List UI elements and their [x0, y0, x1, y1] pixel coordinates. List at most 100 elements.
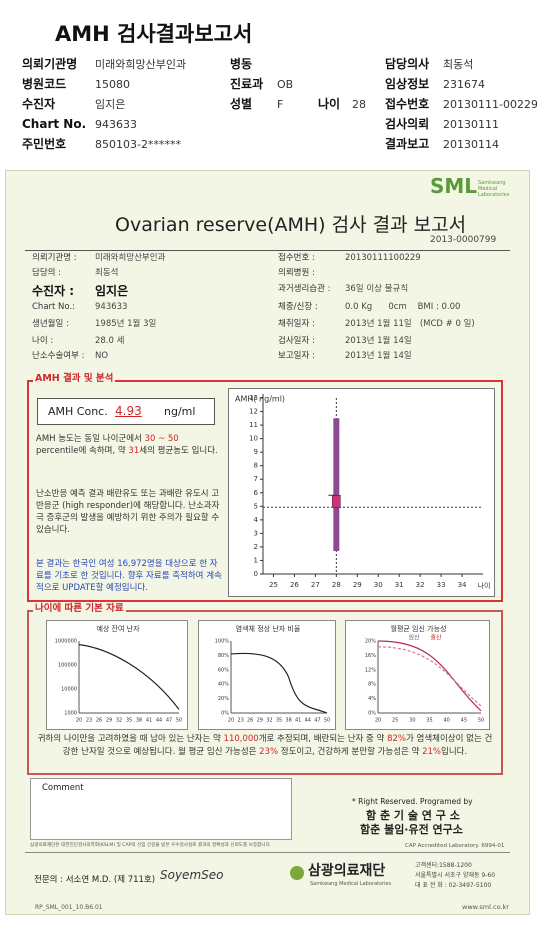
field-label: 접수번호 [385, 97, 430, 111]
x-tick-label: 26 [96, 718, 102, 724]
y-tick-label: 12% [365, 667, 376, 673]
mini-chart-title: 염색체 정상 난자 비율 [236, 624, 301, 633]
x-tick-label: 34 [458, 581, 467, 589]
field-label: 결과보고 [385, 137, 430, 151]
url: www.sml.co.kr [462, 903, 509, 911]
info-label: 난소수술여부 : [32, 351, 85, 361]
footer-rule [25, 852, 510, 853]
info-label: 보고일자 : [278, 351, 315, 361]
curve [78, 644, 180, 710]
conc-unit: ng/ml [164, 405, 196, 418]
y-tick-label: 100000 [58, 663, 77, 669]
info-value: 2013년 1월 14일 [345, 351, 412, 361]
field-label: 주민번호 [22, 137, 67, 151]
x-tick-label: 32 [416, 581, 425, 589]
info-label: 검사일자 : [278, 336, 315, 346]
x-tick-label: 38 [136, 718, 142, 724]
y-tick-label: 13 [249, 394, 258, 402]
text-run: 난소반응 예측 결과 배란유도 또는 과배란 유도시 고반응군 (high re… [36, 489, 220, 535]
text-run: 21% [422, 747, 442, 757]
field-label: 나이 [318, 97, 341, 111]
text-run: percentile에 속하며, 약 [36, 446, 129, 456]
x-tick-label: 33 [437, 581, 446, 589]
info-value: 임지은 [95, 284, 129, 298]
page-title: AMH 검사결과보고서 [55, 22, 253, 46]
x-tick-label: 32 [116, 718, 122, 724]
analysis-note: 본 결과는 한국인 여성 16,972명을 대상으로 한 자료를 기초로 한 것… [36, 558, 222, 594]
x-tick-label: 47 [166, 718, 172, 724]
title-rule [25, 250, 510, 251]
field-value: 최동석 [443, 58, 474, 71]
info-label: 체중/신장 : [278, 302, 318, 312]
x-tick-label: 20 [76, 718, 82, 724]
x-axis-title: 나이 [478, 581, 491, 590]
x-tick-label: 31 [395, 581, 404, 589]
info-value: 1985년 1월 3일 [95, 319, 157, 329]
x-tick-label: 26 [290, 581, 299, 589]
x-tick-label: 29 [257, 718, 263, 724]
field-value: F [277, 98, 284, 111]
x-tick-label: 41 [295, 718, 301, 724]
y-tick-label: 60% [218, 667, 229, 673]
contact: 대 표 전 화 : 02-3497-5100 [415, 882, 492, 889]
y-tick-label: 40% [218, 682, 229, 688]
x-tick-label: 20 [375, 718, 381, 724]
footer-note: 삼광의료재단은 대한진단검사의학회(KSLM) 및 CAP의 신임 인증을 받은… [30, 843, 272, 848]
field-value: 20130114 [443, 138, 499, 151]
logo: SML [430, 174, 478, 198]
y-tick-label: 4% [368, 696, 376, 702]
info-label: Chart No.: [32, 302, 76, 312]
analysis-text: AMH 농도는 동일 나이군에서 30 ~ 50 percentile에 속하며… [36, 433, 222, 457]
info-value: 미래와희망산부인과 [95, 253, 166, 263]
field-value: 20130111 [443, 118, 499, 131]
info-label: 채취일자 : [278, 319, 315, 329]
value-marker [332, 495, 341, 508]
field-value: 943633 [95, 118, 137, 131]
curve [377, 646, 482, 707]
x-tick-label: 44 [305, 718, 311, 724]
doctor: 전문의 : 서소연 M.D. (제 711호) [34, 875, 156, 885]
field-label: 수진자 [22, 97, 56, 111]
curve [377, 640, 482, 712]
x-tick-label: 35 [426, 718, 432, 724]
report-number: 2013-0000799 [430, 235, 497, 245]
field-value: OB [277, 78, 294, 91]
y-tick-label: 1 [254, 556, 258, 564]
text-run: 정도이고, 건강하게 분만할 가능성은 약 [278, 747, 423, 757]
field-value: 미래와희망산부인과 [95, 58, 187, 71]
text-run: 본 결과는 한국인 여성 16,972명을 대상으로 한 자료를 기초로 한 것… [36, 559, 222, 593]
info-value: 2013년 1월 14일 [345, 336, 412, 346]
form-number: RP_SML_001_10.B6.01 [35, 904, 103, 911]
info-value: 943633 [95, 302, 128, 312]
org-icon [290, 866, 304, 880]
info-label: 나이 : [32, 336, 54, 346]
x-tick-label: 35 [276, 718, 282, 724]
field-value: 850103-2****** [95, 138, 181, 151]
x-tick-label: 47 [314, 718, 320, 724]
x-tick-label: 30 [374, 581, 383, 589]
x-tick-label: 50 [478, 718, 484, 724]
contact: 고객센터:1588-1200 [415, 862, 472, 869]
credit-text: * Right Reserved. Programed by [352, 797, 473, 806]
y-tick-label: 6 [254, 489, 259, 497]
field-label: 성별 [230, 97, 253, 111]
analysis-text: 난소반응 예측 결과 배란유도 또는 과배란 유도시 고반응군 (high re… [36, 488, 222, 536]
field-value: 20130111-00229 [443, 98, 537, 111]
mini-chart: 월평균 임신 가능성 20% 16% 12% 8% 4% 0%20 25 30 35 40 45 50 임… [345, 620, 490, 730]
x-tick-label: 23 [237, 718, 243, 724]
basic-box [27, 610, 503, 775]
y-tick-label: 80% [218, 653, 229, 659]
field-label: 임상정보 [385, 77, 430, 91]
curve [288, 676, 328, 714]
field-value: 231674 [443, 78, 485, 91]
x-tick-label: 50 [324, 718, 330, 724]
range-bar [333, 418, 340, 551]
logo-sub: Samkwang Medical Laboratories [478, 180, 510, 198]
y-tick-label: 5 [254, 502, 258, 510]
conc-label: AMH Conc. [48, 405, 108, 418]
y-tick-label: 100% [215, 639, 230, 645]
field-label: 병원코드 [22, 77, 67, 91]
